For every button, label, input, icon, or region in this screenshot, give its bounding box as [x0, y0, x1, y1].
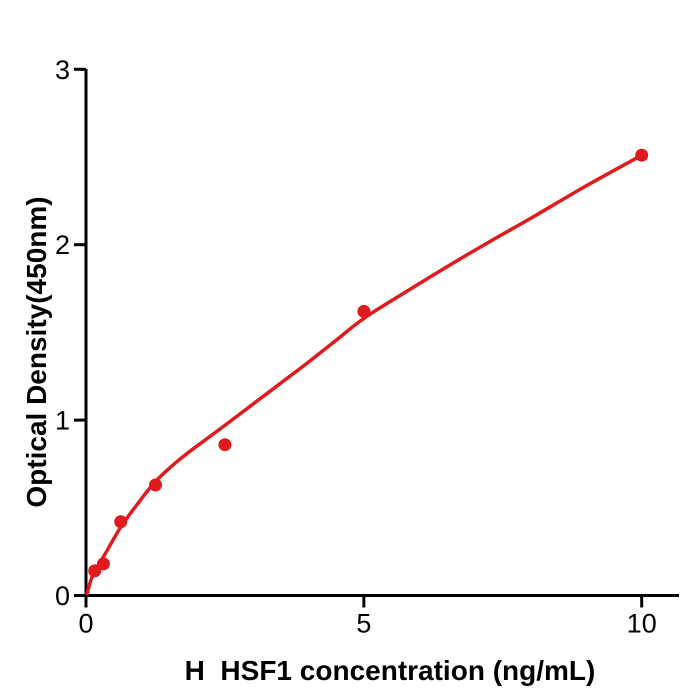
data-point: [114, 515, 128, 529]
data-point: [149, 478, 162, 492]
y-tick-label: 0: [55, 581, 70, 611]
x-tick-label: 5: [356, 609, 371, 639]
standard-curve-line: [85, 153, 644, 596]
y-tick-label: 1: [55, 406, 70, 436]
x-axis-title: H HSF1 concentration (ng/mL): [184, 655, 596, 686]
y-tick-label: 2: [55, 230, 70, 260]
y-axis-title: Optical Density(450nm): [21, 196, 52, 508]
data-point: [357, 304, 371, 318]
x-tick-label: 10: [627, 609, 657, 639]
data-point: [635, 148, 649, 162]
data-point: [96, 557, 110, 571]
y-tick-label: 3: [55, 55, 70, 85]
data-point: [88, 564, 102, 578]
data-point: [218, 438, 232, 452]
x-tick-label: 0: [78, 609, 93, 639]
